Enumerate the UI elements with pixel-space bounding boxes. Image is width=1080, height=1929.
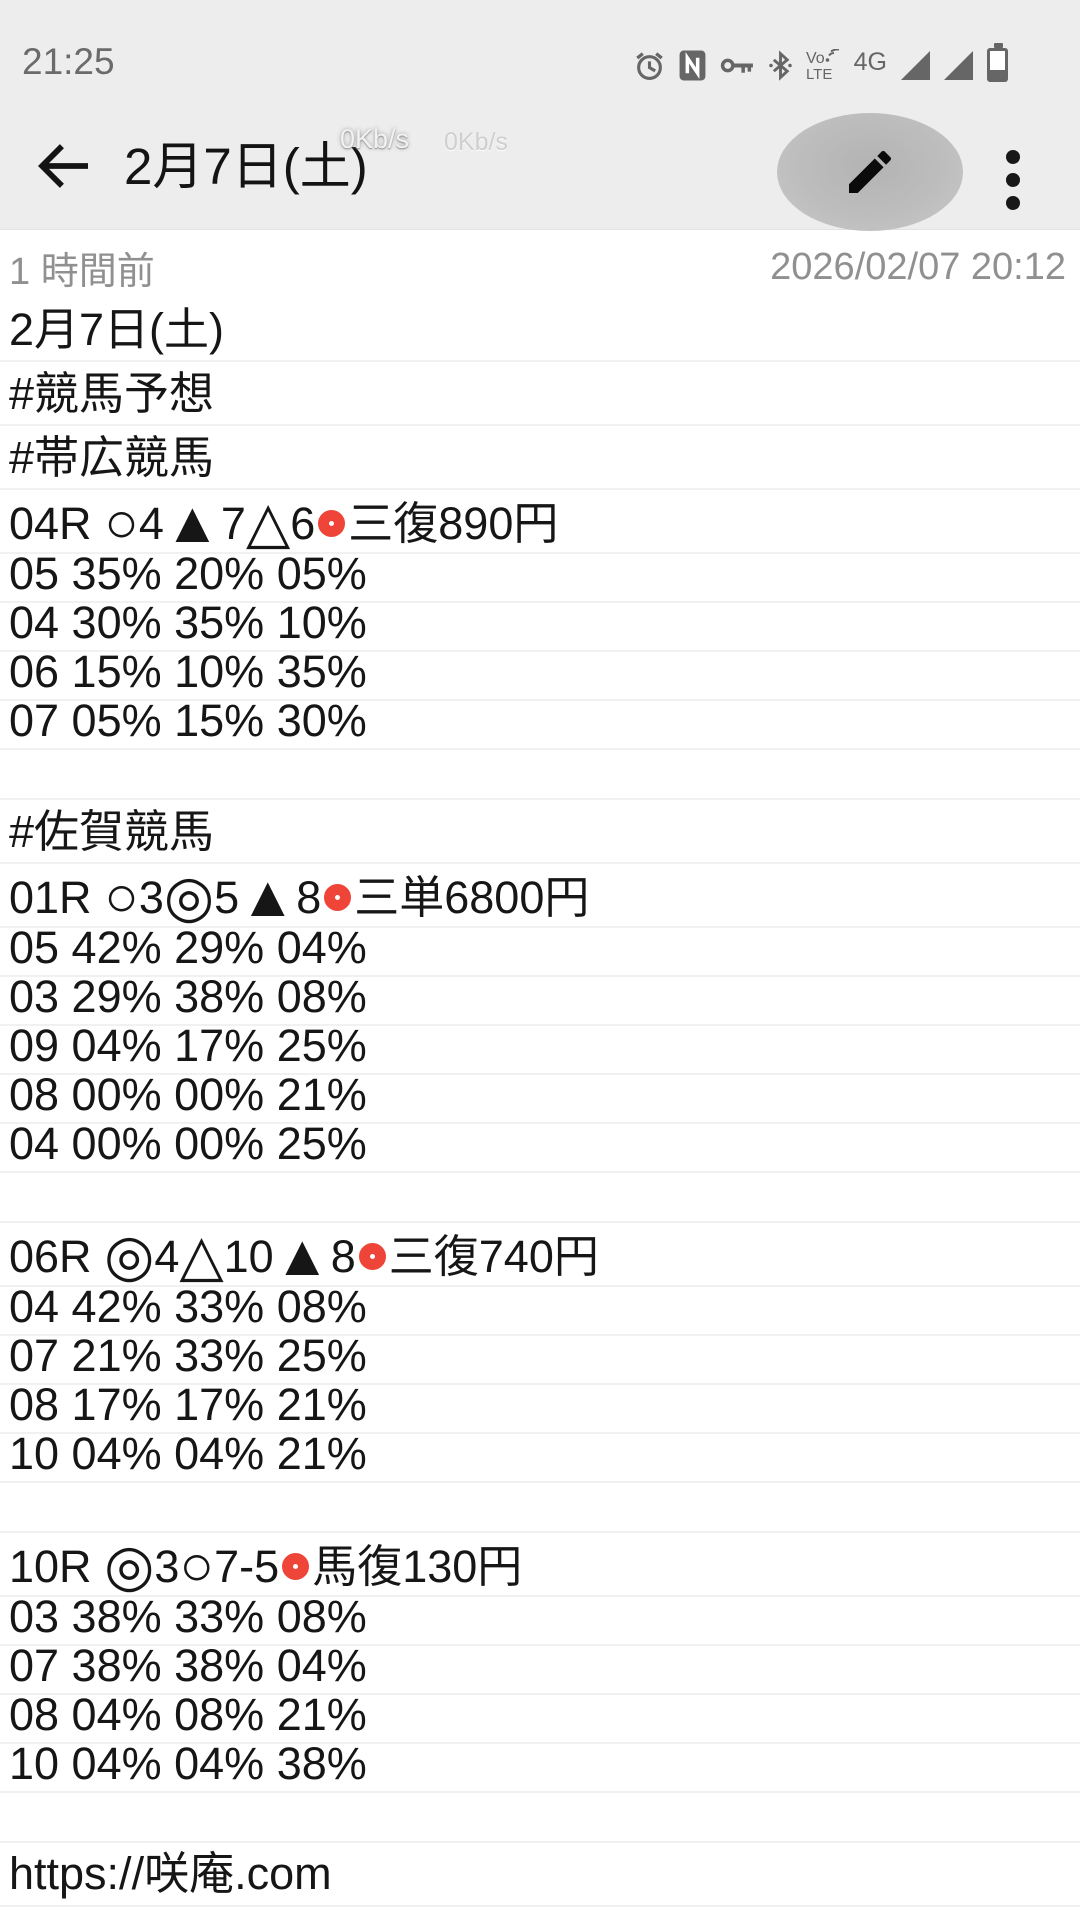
- note-line: 05 42% 29% 04%: [0, 925, 1080, 977]
- alarm-icon: [636, 51, 663, 80]
- note-line: 08 00% 00% 21%: [0, 1072, 1080, 1124]
- note-line: 04 00% 00% 25%: [0, 1121, 1080, 1173]
- note-line: #佐賀競馬: [0, 800, 1080, 864]
- volte-icon: Vo LTE: [806, 47, 840, 82]
- network-speed-overlay-2: 0Kb/s: [444, 128, 508, 156]
- note-line: 03 29% 38% 08%: [0, 974, 1080, 1026]
- app-header: 2月7日(土) 0Kb/s 0Kb/s: [0, 90, 1080, 231]
- battery-icon: [987, 43, 1008, 82]
- signal-icon: [901, 50, 930, 80]
- bluetooth-icon: [769, 49, 792, 81]
- timestamp-label: 2026/02/07 20:12: [770, 245, 1066, 288]
- note-meta-row: 1 時間前 2026/02/07 20:12: [0, 230, 1080, 298]
- note-line: [0, 750, 1080, 800]
- red-circle-emoji: [318, 509, 346, 537]
- note-line: 10 04% 04% 21%: [0, 1431, 1080, 1483]
- note-line: 04 42% 33% 08%: [0, 1284, 1080, 1336]
- back-button[interactable]: [36, 142, 92, 190]
- note-line-url: https://咲庵.com: [0, 1843, 1080, 1907]
- relative-time-label: 1 時間前: [9, 250, 155, 293]
- page-title: 2月7日(土): [124, 138, 368, 195]
- clock-time: 21:25: [22, 41, 115, 82]
- pencil-icon: [849, 150, 892, 193]
- status-bar: 21:25 Vo LTE 4G: [0, 0, 1080, 90]
- note-line: 05 35% 20% 05%: [0, 551, 1080, 603]
- menu-dot: [1006, 173, 1020, 187]
- red-circle-emoji: [282, 1552, 310, 1580]
- note-line: #競馬予想: [0, 362, 1080, 426]
- note-line: #帯広競馬: [0, 426, 1080, 490]
- overflow-menu-button[interactable]: [1002, 146, 1024, 214]
- status-icons: Vo LTE 4G: [634, 43, 1008, 82]
- note-line: 10R ◎ 3 ○ 7-5 馬復130円: [0, 1533, 1080, 1597]
- network-type-label: 4G: [853, 47, 887, 76]
- note-line: 07 38% 38% 04%: [0, 1643, 1080, 1695]
- key-icon: [720, 58, 753, 73]
- red-circle-emoji: [324, 883, 352, 911]
- note-body[interactable]: 2月7日(土) #競馬予想 #帯広競馬 04R ○ 4 ▲ 7 △ 6 三復890円 05 35% …: [0, 298, 1080, 1907]
- network-speed-overlay: 0Kb/s: [340, 124, 410, 154]
- note-line: 04 30% 35% 10%: [0, 600, 1080, 652]
- note-line: [0, 1793, 1080, 1843]
- note-line: 01R ○ 3 ◎ 5 ▲ 8 三単6800円: [0, 864, 1080, 928]
- red-circle-emoji: [358, 1242, 386, 1270]
- note-line: 10 04% 04% 38%: [0, 1741, 1080, 1793]
- menu-dot: [1006, 196, 1020, 210]
- note-line: 06R ◎ 4 △ 10 ▲ 8 三復740円: [0, 1223, 1080, 1287]
- note-line: 04R ○ 4 ▲ 7 △ 6 三復890円: [0, 490, 1080, 554]
- signal-icon-2: [944, 50, 973, 80]
- note-line: 08 04% 08% 21%: [0, 1692, 1080, 1744]
- note-line: 2月7日(土): [0, 298, 1080, 362]
- note-line: 03 38% 33% 08%: [0, 1594, 1080, 1646]
- note-line: 06 15% 10% 35%: [0, 649, 1080, 701]
- menu-dot: [1006, 150, 1020, 164]
- edit-button[interactable]: [777, 113, 963, 231]
- note-line: 08 17% 17% 21%: [0, 1382, 1080, 1434]
- note-line: 07 05% 15% 30%: [0, 698, 1080, 750]
- nfc-icon: [679, 50, 706, 80]
- note-line: 09 04% 17% 25%: [0, 1023, 1080, 1075]
- note-line: [0, 1483, 1080, 1533]
- note-line: 07 21% 33% 25%: [0, 1333, 1080, 1385]
- note-line: [0, 1173, 1080, 1223]
